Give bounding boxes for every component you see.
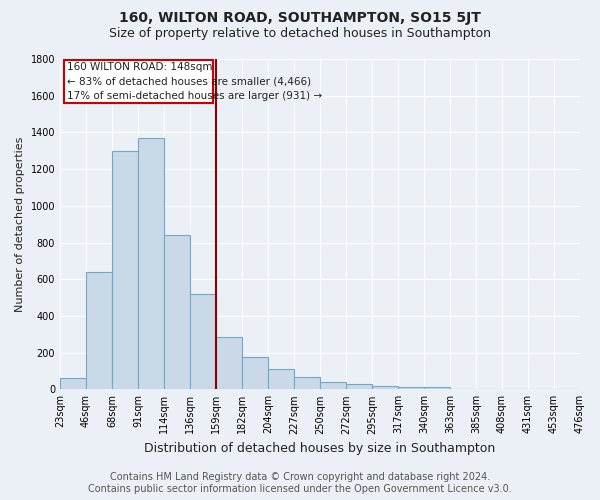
Text: Contains HM Land Registry data © Crown copyright and database right 2024.
Contai: Contains HM Land Registry data © Crown c… <box>88 472 512 494</box>
Bar <box>60 378 86 390</box>
Bar <box>138 138 164 390</box>
Text: Size of property relative to detached houses in Southampton: Size of property relative to detached ho… <box>109 28 491 40</box>
Bar <box>346 384 372 390</box>
Bar <box>320 382 346 390</box>
Bar <box>190 294 216 390</box>
Bar <box>112 151 138 390</box>
Bar <box>424 386 450 390</box>
Text: 160, WILTON ROAD, SOUTHAMPTON, SO15 5JT: 160, WILTON ROAD, SOUTHAMPTON, SO15 5JT <box>119 11 481 25</box>
FancyBboxPatch shape <box>64 60 214 103</box>
Bar <box>164 235 190 390</box>
Bar <box>294 378 320 390</box>
Bar <box>372 386 398 390</box>
Text: 160 WILTON ROAD: 148sqm
← 83% of detached houses are smaller (4,466)
17% of semi: 160 WILTON ROAD: 148sqm ← 83% of detache… <box>67 62 322 102</box>
Y-axis label: Number of detached properties: Number of detached properties <box>15 136 25 312</box>
Bar <box>216 337 242 390</box>
Bar <box>268 369 294 390</box>
Bar <box>86 272 112 390</box>
Bar <box>242 357 268 390</box>
Bar <box>398 386 424 390</box>
X-axis label: Distribution of detached houses by size in Southampton: Distribution of detached houses by size … <box>145 442 496 455</box>
